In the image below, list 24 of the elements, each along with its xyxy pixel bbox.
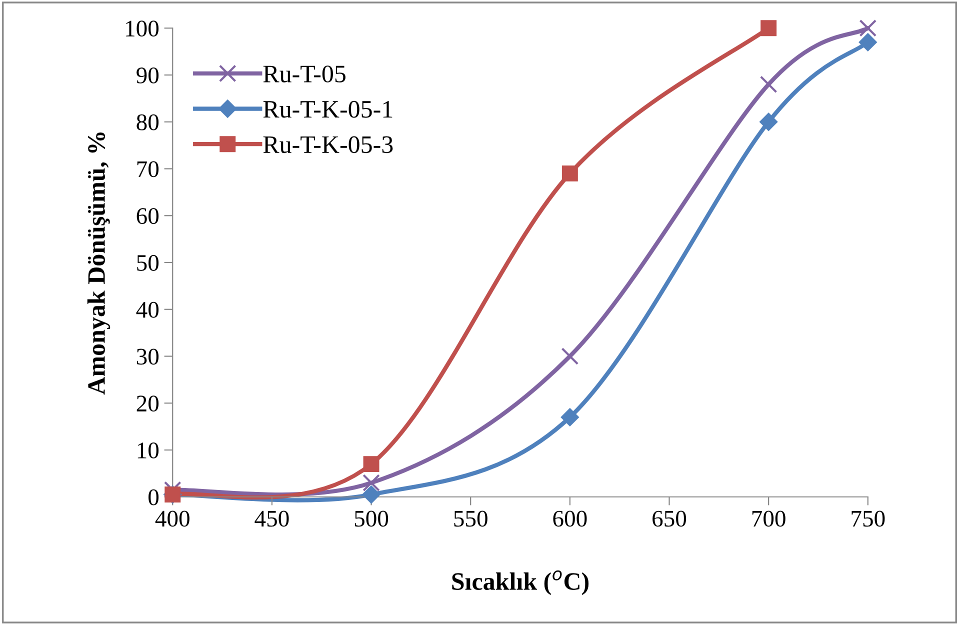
x-tick-label: 700 bbox=[752, 510, 786, 527]
y-tick-label: 10 bbox=[138, 442, 159, 458]
x-tick-label: 550 bbox=[454, 510, 488, 527]
y-tick-label: 70 bbox=[137, 161, 159, 178]
legend-label: Ru-T-05 bbox=[263, 66, 346, 82]
y-tick-label: 90 bbox=[136, 67, 159, 84]
y-axis-title: Amonyak Dönüşümü, % bbox=[87, 132, 110, 395]
x-tick-label: 650 bbox=[652, 510, 686, 527]
x-tick-label: 600 bbox=[553, 510, 587, 527]
y-tick-label: 60 bbox=[136, 208, 159, 224]
x-tick-label: 500 bbox=[354, 510, 388, 527]
y-tick-label: 20 bbox=[136, 396, 159, 412]
y-tick-label: 50 bbox=[137, 254, 159, 271]
x-tick-label: 750 bbox=[852, 510, 885, 527]
y-tick-label: 80 bbox=[136, 114, 159, 130]
y-tick-label: 100 bbox=[126, 20, 159, 37]
legend-label: Ru-T-K-05-3 bbox=[263, 136, 393, 154]
y-tick-label: 30 bbox=[136, 348, 159, 365]
x-axis-title: Sıcaklık ($^{o}$C) bbox=[452, 570, 589, 596]
x-tick-label: 400 bbox=[155, 510, 190, 527]
legend-label: Ru-T-K-05-1 bbox=[263, 100, 392, 118]
y-tick-label: 0 bbox=[148, 489, 159, 506]
y-tick-label: 40 bbox=[136, 302, 159, 318]
x-tick-label: 450 bbox=[254, 510, 289, 527]
